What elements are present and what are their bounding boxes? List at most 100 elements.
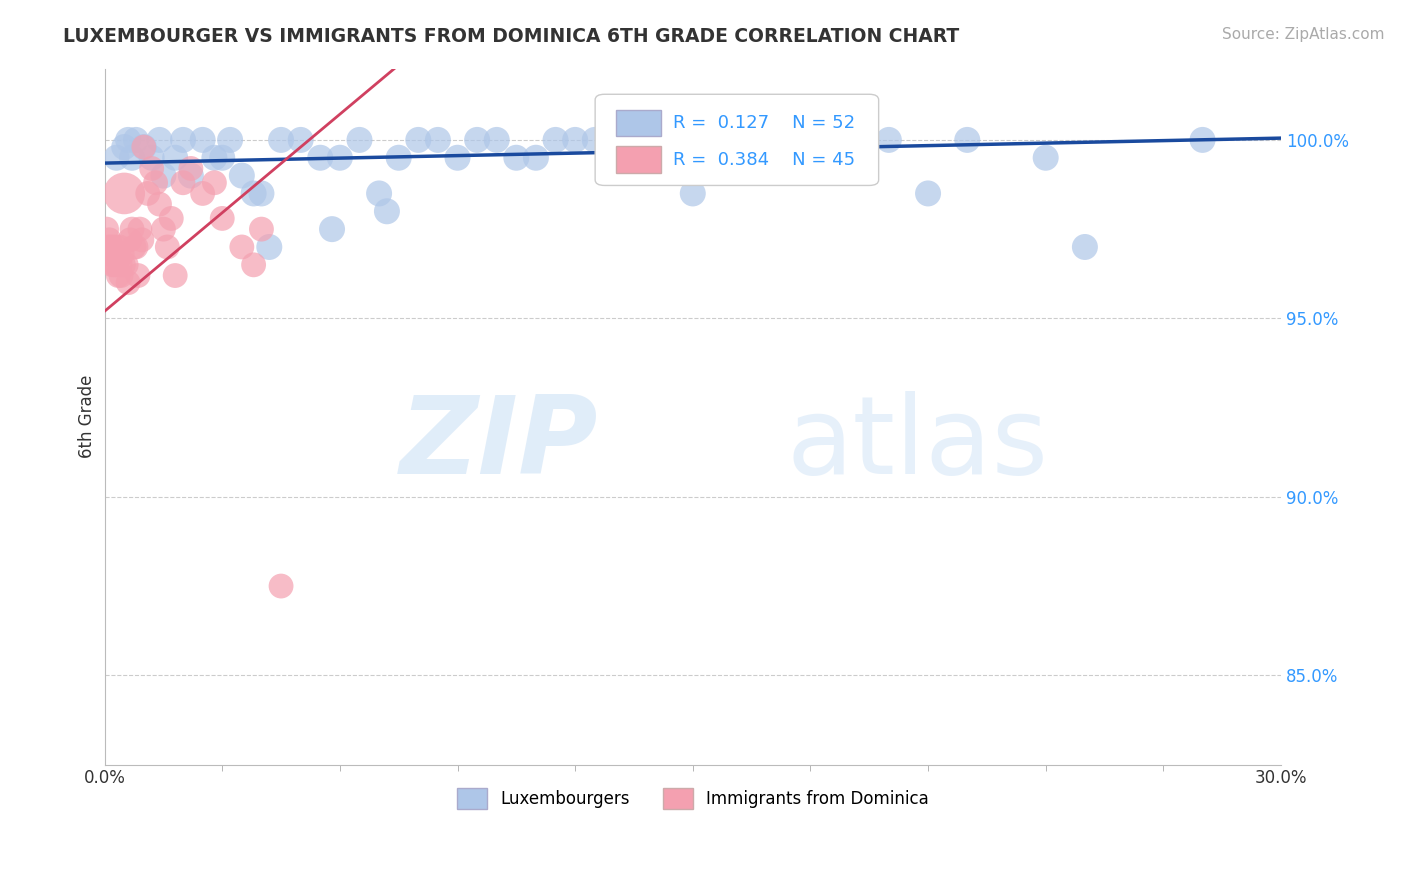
Point [110,268,132,283]
Point [125,133,148,147]
Point [231,240,253,254]
Text: LUXEMBOURGER VS IMMIGRANTS FROM DOMINICA 6TH GRADE CORRELATION CHART: LUXEMBOURGER VS IMMIGRANTS FROM DOMINICA… [63,27,959,45]
Point [108,240,131,254]
Point [121,151,143,165]
Point [132,140,155,154]
FancyBboxPatch shape [595,95,879,186]
Point [321,222,343,236]
Point [259,240,281,254]
Point [682,186,704,201]
Point [375,204,398,219]
Point [145,176,167,190]
Point [290,133,312,147]
Point [96,222,118,236]
Point [877,133,900,147]
Point [97,240,120,254]
Point [152,222,174,236]
Point [408,133,430,147]
Point [141,151,163,165]
Point [202,151,225,165]
Point [603,133,626,147]
Text: ZIP: ZIP [401,392,599,498]
Point [127,268,149,283]
Point [152,169,174,183]
Point [242,186,264,201]
Point [125,240,148,254]
Point [121,222,143,236]
Point [191,186,214,201]
Point [103,258,125,272]
Point [165,151,187,165]
Point [110,258,132,272]
Point [721,151,744,165]
Point [141,161,163,176]
Point [838,133,860,147]
Point [242,258,264,272]
Point [148,133,170,147]
Text: R =  0.384    N = 45: R = 0.384 N = 45 [673,151,855,169]
Point [100,247,122,261]
Point [180,161,202,176]
Point [172,176,194,190]
Point [104,240,127,254]
Point [160,211,183,226]
Point [191,133,214,147]
Point [1035,151,1057,165]
Point [112,140,135,154]
Point [101,258,124,272]
Point [219,133,242,147]
Point [643,133,665,147]
Point [1074,240,1097,254]
Point [117,276,139,290]
Point [202,176,225,190]
Point [799,133,821,147]
Point [250,186,273,201]
Point [131,233,153,247]
FancyBboxPatch shape [616,146,661,173]
Point [105,258,128,272]
Point [211,211,233,226]
Text: atlas: atlas [787,392,1049,498]
Point [211,151,233,165]
Point [231,169,253,183]
Point [165,268,187,283]
Point [132,140,155,154]
Point [1191,133,1213,147]
Point [465,133,488,147]
Point [117,133,139,147]
Point [583,133,606,147]
Point [524,151,547,165]
Point [128,222,150,236]
Point [485,133,508,147]
Point [103,247,125,261]
Point [172,133,194,147]
Legend: Luxembourgers, Immigrants from Dominica: Luxembourgers, Immigrants from Dominica [450,781,935,815]
Point [120,233,142,247]
Point [270,133,292,147]
Point [105,151,128,165]
Point [368,186,391,201]
Point [112,186,135,201]
Point [917,186,939,201]
Point [564,133,586,147]
Point [388,151,411,165]
Point [115,258,138,272]
Text: Source: ZipAtlas.com: Source: ZipAtlas.com [1222,27,1385,42]
Point [136,186,159,201]
Point [270,579,292,593]
Point [761,133,783,147]
FancyBboxPatch shape [616,110,661,136]
Point [956,133,979,147]
Y-axis label: 6th Grade: 6th Grade [79,375,96,458]
Point [100,240,122,254]
Point [309,151,332,165]
Text: R =  0.127    N = 52: R = 0.127 N = 52 [673,114,855,132]
Point [111,247,134,261]
Point [505,151,527,165]
Point [122,240,145,254]
Point [250,222,273,236]
Point [426,133,449,147]
Point [349,133,371,147]
Point [180,169,202,183]
Point [98,233,121,247]
